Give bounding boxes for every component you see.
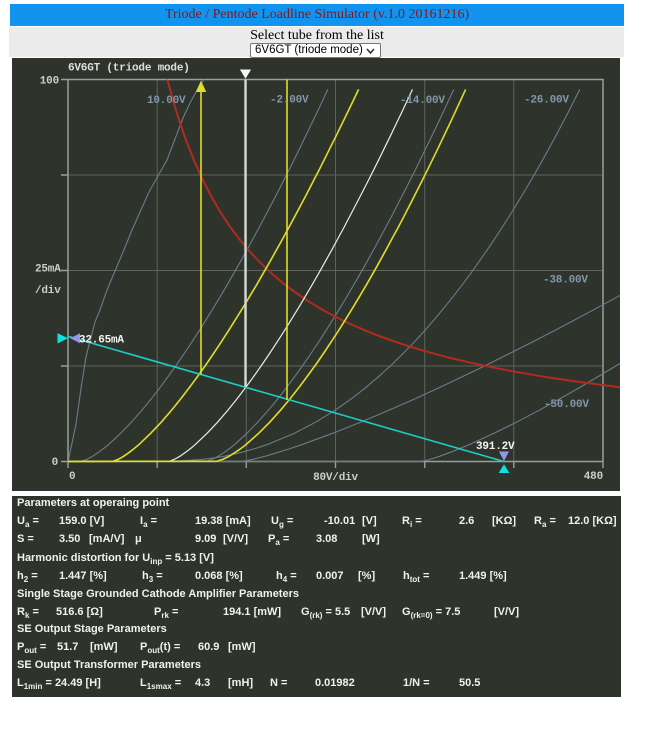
svg-text:-38.00V: -38.00V [543,275,588,287]
svg-text:32.65mA: 32.65mA [79,335,124,347]
svg-text:10.00V: 10.00V [147,95,186,107]
svg-text:480: 480 [584,471,603,483]
svg-text:-14.00V: -14.00V [400,95,445,107]
svg-text:391.2V: 391.2V [476,441,515,453]
svg-text:25mA: 25mA [35,264,61,276]
svg-text:-2.00V: -2.00V [270,95,309,107]
svg-text:/div: /div [35,285,61,297]
svg-text:-50.00V: -50.00V [544,399,589,411]
svg-text:100: 100 [40,76,59,88]
svg-text:6V6GT (triode mode): 6V6GT (triode mode) [68,63,190,75]
svg-text:-26.00V: -26.00V [524,95,569,107]
svg-text:80V/div: 80V/div [313,472,358,484]
svg-text:0: 0 [52,457,58,469]
svg-text:0: 0 [69,471,75,483]
